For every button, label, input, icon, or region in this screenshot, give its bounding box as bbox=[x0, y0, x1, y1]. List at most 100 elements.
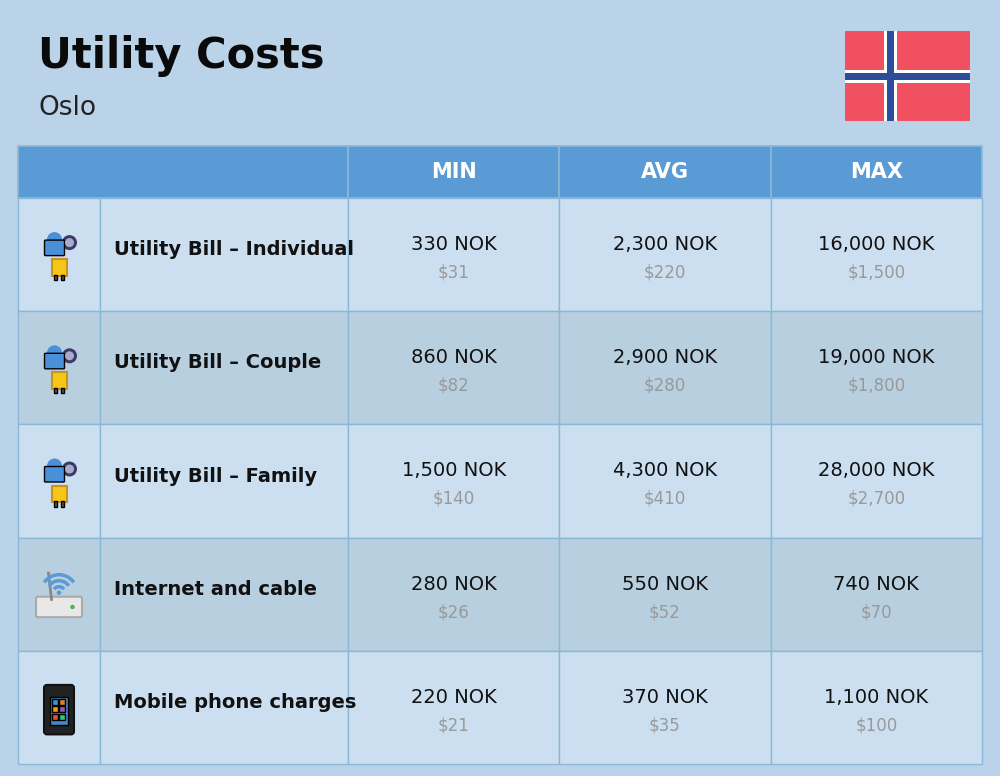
FancyBboxPatch shape bbox=[100, 198, 348, 311]
Text: Utility Bill – Family: Utility Bill – Family bbox=[114, 466, 317, 486]
Text: 550 NOK: 550 NOK bbox=[622, 575, 708, 594]
Text: $21: $21 bbox=[438, 716, 470, 734]
Text: 16,000 NOK: 16,000 NOK bbox=[818, 235, 935, 254]
Text: $1,500: $1,500 bbox=[847, 264, 905, 282]
FancyBboxPatch shape bbox=[61, 275, 64, 280]
FancyBboxPatch shape bbox=[559, 424, 771, 538]
FancyBboxPatch shape bbox=[771, 538, 982, 651]
FancyBboxPatch shape bbox=[18, 311, 100, 424]
Text: 2,900 NOK: 2,900 NOK bbox=[613, 348, 717, 367]
FancyBboxPatch shape bbox=[845, 72, 970, 79]
FancyBboxPatch shape bbox=[18, 198, 100, 311]
FancyBboxPatch shape bbox=[54, 275, 57, 280]
Text: $52: $52 bbox=[649, 603, 681, 622]
FancyBboxPatch shape bbox=[36, 597, 82, 617]
FancyBboxPatch shape bbox=[559, 198, 771, 311]
FancyBboxPatch shape bbox=[100, 538, 348, 651]
FancyBboxPatch shape bbox=[771, 424, 982, 538]
FancyBboxPatch shape bbox=[18, 651, 100, 764]
FancyBboxPatch shape bbox=[61, 501, 64, 507]
FancyBboxPatch shape bbox=[18, 538, 100, 651]
Text: $2,700: $2,700 bbox=[847, 490, 905, 508]
FancyBboxPatch shape bbox=[559, 538, 771, 651]
FancyBboxPatch shape bbox=[348, 538, 559, 651]
Text: 1,100 NOK: 1,100 NOK bbox=[824, 688, 928, 707]
Text: $280: $280 bbox=[644, 377, 686, 395]
FancyBboxPatch shape bbox=[559, 311, 771, 424]
Circle shape bbox=[70, 605, 75, 609]
Text: Oslo: Oslo bbox=[38, 95, 96, 121]
FancyBboxPatch shape bbox=[18, 146, 348, 198]
Circle shape bbox=[47, 232, 62, 247]
FancyBboxPatch shape bbox=[44, 685, 74, 734]
Text: $31: $31 bbox=[438, 264, 470, 282]
Circle shape bbox=[65, 238, 74, 247]
FancyBboxPatch shape bbox=[100, 424, 348, 538]
FancyBboxPatch shape bbox=[845, 31, 970, 121]
Text: 280 NOK: 280 NOK bbox=[411, 575, 497, 594]
Text: 220 NOK: 220 NOK bbox=[411, 688, 497, 707]
FancyBboxPatch shape bbox=[559, 146, 771, 198]
FancyBboxPatch shape bbox=[52, 706, 58, 712]
Circle shape bbox=[47, 345, 62, 360]
Text: 28,000 NOK: 28,000 NOK bbox=[818, 462, 935, 480]
Circle shape bbox=[47, 459, 62, 473]
FancyBboxPatch shape bbox=[52, 714, 58, 720]
FancyBboxPatch shape bbox=[58, 698, 65, 705]
FancyBboxPatch shape bbox=[100, 311, 348, 424]
FancyBboxPatch shape bbox=[44, 240, 64, 255]
Text: Utility Costs: Utility Costs bbox=[38, 35, 324, 77]
Text: $410: $410 bbox=[644, 490, 686, 508]
FancyBboxPatch shape bbox=[771, 311, 982, 424]
Text: 370 NOK: 370 NOK bbox=[622, 688, 708, 707]
Circle shape bbox=[62, 235, 77, 250]
Circle shape bbox=[57, 591, 61, 595]
FancyBboxPatch shape bbox=[884, 31, 896, 121]
Circle shape bbox=[65, 465, 74, 473]
FancyBboxPatch shape bbox=[52, 486, 66, 502]
FancyBboxPatch shape bbox=[559, 651, 771, 764]
FancyBboxPatch shape bbox=[100, 651, 348, 764]
Text: Utility Bill – Individual: Utility Bill – Individual bbox=[114, 240, 354, 259]
FancyBboxPatch shape bbox=[771, 198, 982, 311]
Circle shape bbox=[62, 462, 77, 476]
Text: 860 NOK: 860 NOK bbox=[411, 348, 497, 367]
FancyBboxPatch shape bbox=[348, 311, 559, 424]
FancyBboxPatch shape bbox=[50, 697, 68, 726]
Text: 4,300 NOK: 4,300 NOK bbox=[613, 462, 717, 480]
Text: $100: $100 bbox=[855, 716, 897, 734]
Text: Mobile phone charges: Mobile phone charges bbox=[114, 693, 356, 712]
FancyBboxPatch shape bbox=[887, 31, 894, 121]
Text: $35: $35 bbox=[649, 716, 681, 734]
Text: $220: $220 bbox=[644, 264, 686, 282]
FancyBboxPatch shape bbox=[348, 198, 559, 311]
Text: AVG: AVG bbox=[641, 162, 689, 182]
FancyBboxPatch shape bbox=[61, 388, 64, 393]
Text: $82: $82 bbox=[438, 377, 470, 395]
FancyBboxPatch shape bbox=[58, 714, 65, 720]
Circle shape bbox=[62, 348, 77, 363]
Text: $1,800: $1,800 bbox=[847, 377, 905, 395]
Circle shape bbox=[65, 352, 74, 360]
Text: $26: $26 bbox=[438, 603, 470, 622]
Text: 19,000 NOK: 19,000 NOK bbox=[818, 348, 935, 367]
FancyBboxPatch shape bbox=[54, 388, 57, 393]
FancyBboxPatch shape bbox=[52, 698, 58, 705]
FancyBboxPatch shape bbox=[771, 651, 982, 764]
Text: $70: $70 bbox=[861, 603, 892, 622]
FancyBboxPatch shape bbox=[44, 466, 64, 482]
Text: Utility Bill – Couple: Utility Bill – Couple bbox=[114, 353, 321, 372]
FancyBboxPatch shape bbox=[18, 424, 100, 538]
Text: 2,300 NOK: 2,300 NOK bbox=[613, 235, 717, 254]
FancyBboxPatch shape bbox=[348, 651, 559, 764]
Text: 740 NOK: 740 NOK bbox=[833, 575, 919, 594]
Text: 330 NOK: 330 NOK bbox=[411, 235, 497, 254]
FancyBboxPatch shape bbox=[54, 501, 57, 507]
FancyBboxPatch shape bbox=[348, 146, 559, 198]
Text: MAX: MAX bbox=[850, 162, 903, 182]
FancyBboxPatch shape bbox=[52, 372, 66, 389]
FancyBboxPatch shape bbox=[58, 706, 65, 712]
Text: MIN: MIN bbox=[431, 162, 477, 182]
FancyBboxPatch shape bbox=[771, 146, 982, 198]
Text: Internet and cable: Internet and cable bbox=[114, 580, 317, 599]
